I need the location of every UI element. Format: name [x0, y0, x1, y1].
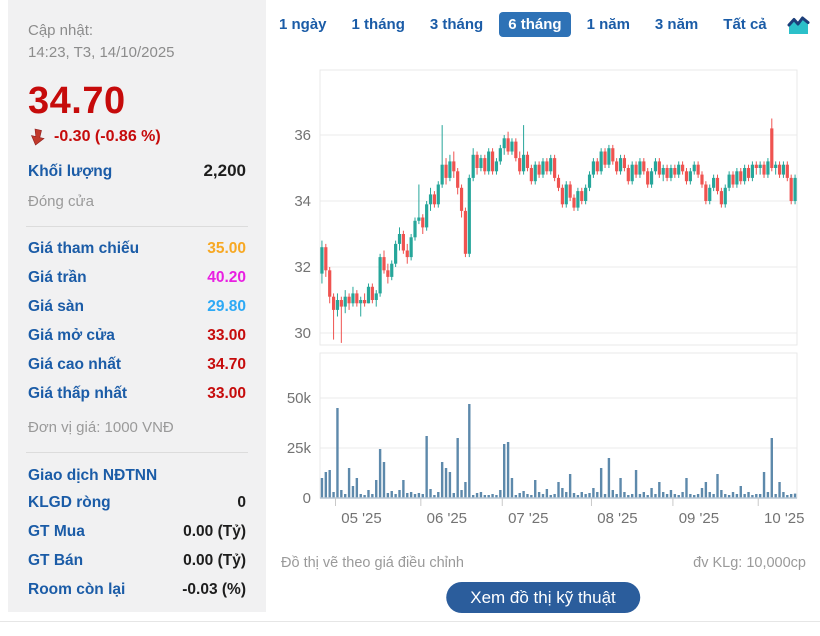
foreign-section-title: Giao dịch NĐTNN — [28, 466, 158, 484]
table-row: GT Mua 0.00 (Tỷ) — [28, 518, 246, 547]
volume-label: Khối lượng — [28, 162, 113, 180]
price-volume-chart[interactable]: 36 34 32 30 0 25k 50k 05 '25 06 '25 07 '25 08 '25 0… — [266, 50, 820, 540]
last-updated-label: Cập nhật: — [28, 22, 94, 39]
row-value: 34.70 — [207, 356, 246, 373]
last-updated-value: 14:23, T3, 14/10/2025 — [28, 43, 175, 61]
svg-text:08 '25: 08 '25 — [597, 510, 637, 527]
row-value: 40.20 — [207, 269, 246, 286]
price-table: Giá tham chiếu 35.00 Giá trần 40.20 Giá … — [28, 235, 246, 409]
row-value: -0.03 (%) — [182, 581, 246, 598]
table-row: Giá sàn 29.80 — [28, 293, 246, 322]
last-updated: Cập nhật: 14:23, T3, 14/10/2025 — [28, 20, 246, 64]
table-row: Giá mở cửa 33.00 — [28, 322, 246, 351]
row-label: Giá trần — [28, 269, 87, 286]
svg-text:05 '25: 05 '25 — [341, 510, 381, 527]
table-row: Giá tham chiếu 35.00 — [28, 235, 246, 264]
row-label: Room còn lại — [28, 581, 126, 598]
table-row: Giá trần 40.20 — [28, 264, 246, 293]
svg-text:50k: 50k — [287, 390, 312, 407]
volume-value: 2,200 — [203, 160, 246, 180]
tab-tat-ca[interactable]: Tất cả — [714, 12, 775, 37]
row-value: 0.00 (Tỷ) — [183, 552, 246, 569]
tab-1-thang[interactable]: 1 tháng — [343, 12, 414, 37]
svg-text:0: 0 — [303, 490, 311, 507]
row-label: KLGD ròng — [28, 494, 111, 511]
stock-info-panel: Cập nhật: 14:23, T3, 14/10/2025 34.70 -0… — [8, 0, 266, 612]
tab-1-ngay[interactable]: 1 ngày — [270, 12, 336, 37]
svg-text:30: 30 — [294, 325, 311, 342]
row-value: 33.00 — [207, 385, 246, 402]
session-state: Đóng cửa — [28, 192, 94, 210]
technical-chart-button[interactable]: Xem đồ thị kỹ thuật — [446, 582, 640, 613]
row-label: GT Bán — [28, 552, 84, 569]
row-label: Giá cao nhất — [28, 356, 122, 373]
svg-text:06 '25: 06 '25 — [427, 510, 467, 527]
bottom-divider — [0, 621, 820, 622]
down-arrow-icon — [28, 127, 48, 147]
divider — [26, 225, 248, 227]
row-value: 0 — [237, 494, 246, 511]
stock-chart-svg[interactable]: 36 34 32 30 0 25k 50k 05 '25 06 '25 07 '25 08 '25 0… — [266, 50, 820, 540]
row-label: Giá mở cửa — [28, 327, 115, 344]
svg-text:32: 32 — [294, 259, 311, 276]
divider — [26, 451, 248, 453]
row-label: Giá tham chiếu — [28, 240, 140, 257]
svg-text:34: 34 — [294, 193, 311, 210]
tab-1-nam[interactable]: 1 năm — [578, 12, 639, 37]
area-chart-icon[interactable] — [787, 15, 810, 35]
tab-6-thang[interactable]: 6 tháng — [499, 12, 571, 37]
row-value: 0.00 (Tỷ) — [183, 523, 246, 540]
time-range-tabs: 1 ngày 1 tháng 3 tháng 6 tháng 1 năm 3 n… — [270, 12, 810, 37]
table-row: Giá cao nhất 34.70 — [28, 351, 246, 380]
row-label: Giá thấp nhất — [28, 385, 128, 402]
price-unit-note: Đơn vị giá: 1000 VNĐ — [28, 418, 174, 436]
foreign-table: KLGD ròng 0 GT Mua 0.00 (Tỷ) GT Bán 0.00… — [28, 489, 246, 605]
volume-row: Khối lượng 2,200 — [28, 161, 246, 181]
row-label: Giá sàn — [28, 298, 84, 315]
row-label: GT Mua — [28, 523, 85, 540]
tab-3-nam[interactable]: 3 năm — [646, 12, 707, 37]
price-change-row: -0.30 (-0.86 %) — [28, 127, 246, 147]
row-value: 33.00 — [207, 327, 246, 344]
volume-unit-note: đv KLg: 10,000cp — [693, 555, 806, 571]
current-price: 34.70 — [28, 79, 126, 122]
tab-3-thang[interactable]: 3 tháng — [421, 12, 492, 37]
table-row: GT Bán 0.00 (Tỷ) — [28, 547, 246, 576]
svg-text:07 '25: 07 '25 — [508, 510, 548, 527]
adjusted-price-note: Đồ thị vẽ theo giá điều chỉnh — [281, 555, 464, 571]
row-value: 29.80 — [207, 298, 246, 315]
price-change-value: -0.30 (-0.86 %) — [54, 127, 161, 145]
table-row: KLGD ròng 0 — [28, 489, 246, 518]
svg-text:25k: 25k — [287, 440, 312, 457]
row-value: 35.00 — [207, 240, 246, 257]
svg-text:36: 36 — [294, 127, 311, 144]
svg-text:10 '25: 10 '25 — [764, 510, 804, 527]
table-row: Room còn lại -0.03 (%) — [28, 576, 246, 605]
svg-text:09 '25: 09 '25 — [679, 510, 719, 527]
table-row: Giá thấp nhất 33.00 — [28, 380, 246, 409]
